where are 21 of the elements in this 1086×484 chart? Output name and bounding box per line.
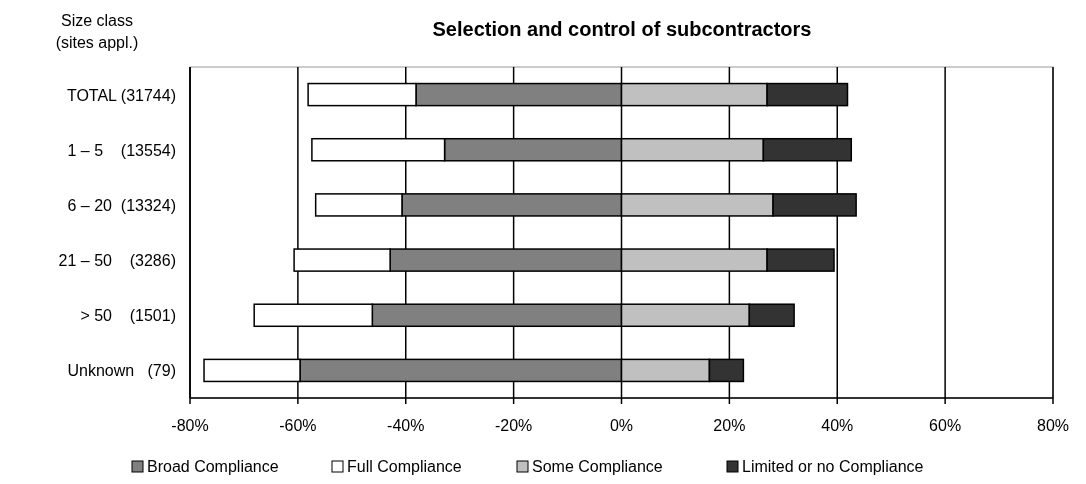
y-tick-label: Unknown (79) bbox=[67, 362, 176, 380]
legend-label: Some Compliance bbox=[532, 458, 663, 475]
x-tick-label: 60% bbox=[929, 417, 962, 434]
x-tick-label: -60% bbox=[279, 417, 317, 434]
x-tick-label: 80% bbox=[1036, 417, 1070, 434]
x-tick-label: 40% bbox=[821, 417, 854, 434]
x-tick-label: -80% bbox=[171, 417, 209, 434]
x-tick-label: -40% bbox=[387, 417, 425, 434]
legend-label: Limited or no Compliance bbox=[742, 458, 924, 475]
y-axis-title: Size class (sites appl.) bbox=[55, 12, 139, 51]
x-tick-label: -20% bbox=[494, 417, 533, 434]
y-tick-label: 6 – 20 (13324) bbox=[67, 196, 176, 214]
legend-label: Full Compliance bbox=[347, 458, 462, 475]
y-tick-label: 1 – 5 (13554) bbox=[67, 141, 176, 159]
y-tick-label: TOTAL (31744) bbox=[66, 86, 176, 104]
y-tick-label: 21 – 50 (3286) bbox=[58, 252, 176, 270]
y-tick-label: > 50 (1501) bbox=[80, 307, 176, 325]
chart-title: Selection and control of subcontractors bbox=[432, 18, 812, 40]
x-tick-label: 0% bbox=[609, 417, 634, 434]
legend-label: Broad Compliance bbox=[147, 458, 279, 475]
x-tick-label: 20% bbox=[713, 417, 746, 434]
